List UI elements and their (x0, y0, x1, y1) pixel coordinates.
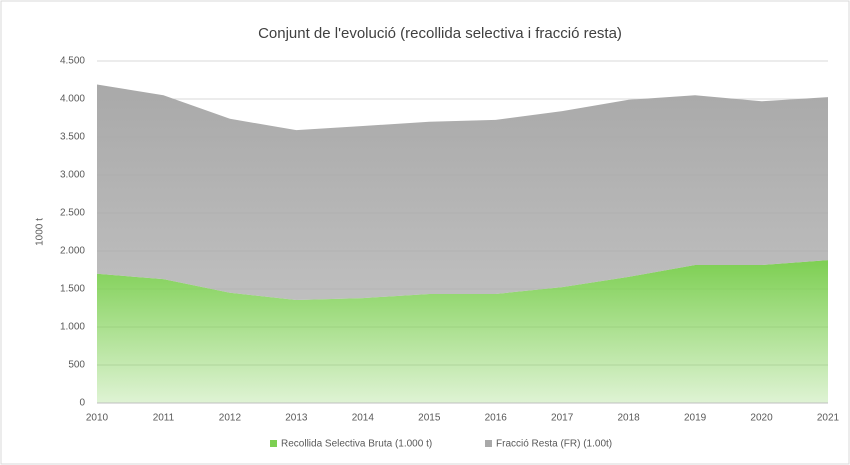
legend-label: Fracció Resta (FR) (1.00t) (496, 439, 612, 450)
x-tick-label: 2013 (285, 413, 308, 424)
legend-swatch (485, 440, 492, 447)
legend-label: Recollida Selectiva Bruta (1.000 t) (281, 439, 432, 450)
y-tick-label: 2.000 (60, 246, 85, 257)
y-tick-label: 3.000 (60, 170, 85, 181)
x-tick-label: 2010 (86, 413, 109, 424)
x-tick-label: 2011 (153, 413, 175, 424)
x-tick-label: 2016 (485, 413, 508, 424)
x-tick-label: 2018 (618, 413, 641, 424)
y-axis-label: 1000 t (35, 218, 46, 246)
x-tick-label: 2012 (219, 413, 242, 424)
y-tick-label: 0 (79, 398, 85, 409)
x-tick-label: 2021 (817, 413, 840, 424)
y-tick-label: 2.500 (60, 208, 85, 219)
y-tick-label: 1.500 (60, 284, 85, 295)
y-tick-label: 4.500 (60, 56, 85, 67)
x-tick-label: 2015 (418, 413, 441, 424)
chart-title: Conjunt de l'evolució (recollida selecti… (258, 25, 622, 42)
x-tick-label: 2020 (750, 413, 773, 424)
y-tick-label: 3.500 (60, 132, 85, 143)
x-tick-label: 2017 (551, 413, 574, 424)
x-tick-label: 2019 (684, 413, 707, 424)
y-tick-label: 4.000 (60, 94, 85, 105)
area (97, 260, 828, 403)
area (97, 84, 828, 301)
y-tick-label: 500 (68, 360, 85, 371)
y-tick-label: 1.000 (60, 322, 85, 333)
x-tick-label: 2014 (352, 413, 375, 424)
legend-swatch (270, 440, 277, 447)
